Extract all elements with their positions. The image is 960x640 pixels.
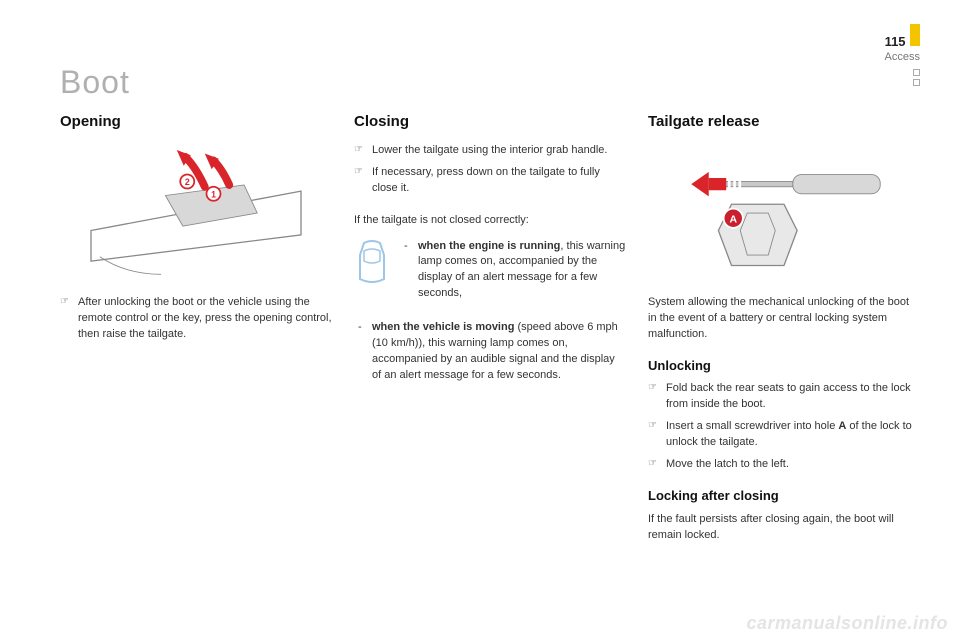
- engine-running-label: when the engine is running: [418, 240, 560, 252]
- unlocking-step-3: Move the latch to the left.: [648, 457, 920, 473]
- watermark: carmanualsonline.info: [746, 613, 948, 634]
- index-squares: [885, 69, 920, 86]
- section-marker: [910, 24, 920, 46]
- column-tailgate-release: Tailgate release A: [648, 111, 920, 554]
- car-outline-icon: [354, 239, 390, 291]
- tailgate-release-desc: System allowing the mechanical unlocking…: [648, 295, 920, 343]
- opening-step: After unlocking the boot or the vehicle …: [60, 295, 332, 343]
- vehicle-moving-item: when the vehicle is moving (speed above …: [354, 320, 626, 384]
- page-number: 115: [885, 34, 906, 49]
- svg-text:2: 2: [185, 177, 190, 187]
- locking-after-closing-text: If the fault persists after closing agai…: [648, 512, 920, 544]
- unlocking-step-2: Insert a small screwdriver into hole A o…: [648, 419, 920, 451]
- section-label: Access: [885, 51, 920, 63]
- column-opening: Opening 1 2 After unloc: [60, 111, 332, 554]
- closing-step-1: Lower the tailgate using the interior gr…: [354, 143, 626, 159]
- unlocking-step-1: Fold back the rear seats to gain access …: [648, 381, 920, 413]
- opening-figure: 1 2: [60, 143, 332, 283]
- column-closing: Closing Lower the tailgate using the int…: [354, 111, 626, 554]
- svg-text:A: A: [729, 213, 737, 225]
- page-title: Boot: [60, 64, 920, 101]
- opening-heading: Opening: [60, 111, 332, 133]
- svg-text:1: 1: [211, 189, 216, 199]
- closing-warning-intro: If the tailgate is not closed correctly:: [354, 213, 626, 229]
- closing-heading: Closing: [354, 111, 626, 133]
- closing-step-2: If necessary, press down on the tailgate…: [354, 165, 626, 197]
- page-header: 115 Access: [885, 20, 920, 89]
- unlocking-heading: Unlocking: [648, 357, 920, 376]
- engine-running-row: when the engine is running, this warning…: [354, 239, 626, 311]
- tailgate-release-heading: Tailgate release: [648, 111, 920, 133]
- engine-running-item: when the engine is running, this warning…: [400, 239, 626, 303]
- tailgate-release-figure: A: [648, 143, 920, 283]
- vehicle-moving-label: when the vehicle is moving: [372, 321, 514, 333]
- locking-after-closing-heading: Locking after closing: [648, 487, 920, 506]
